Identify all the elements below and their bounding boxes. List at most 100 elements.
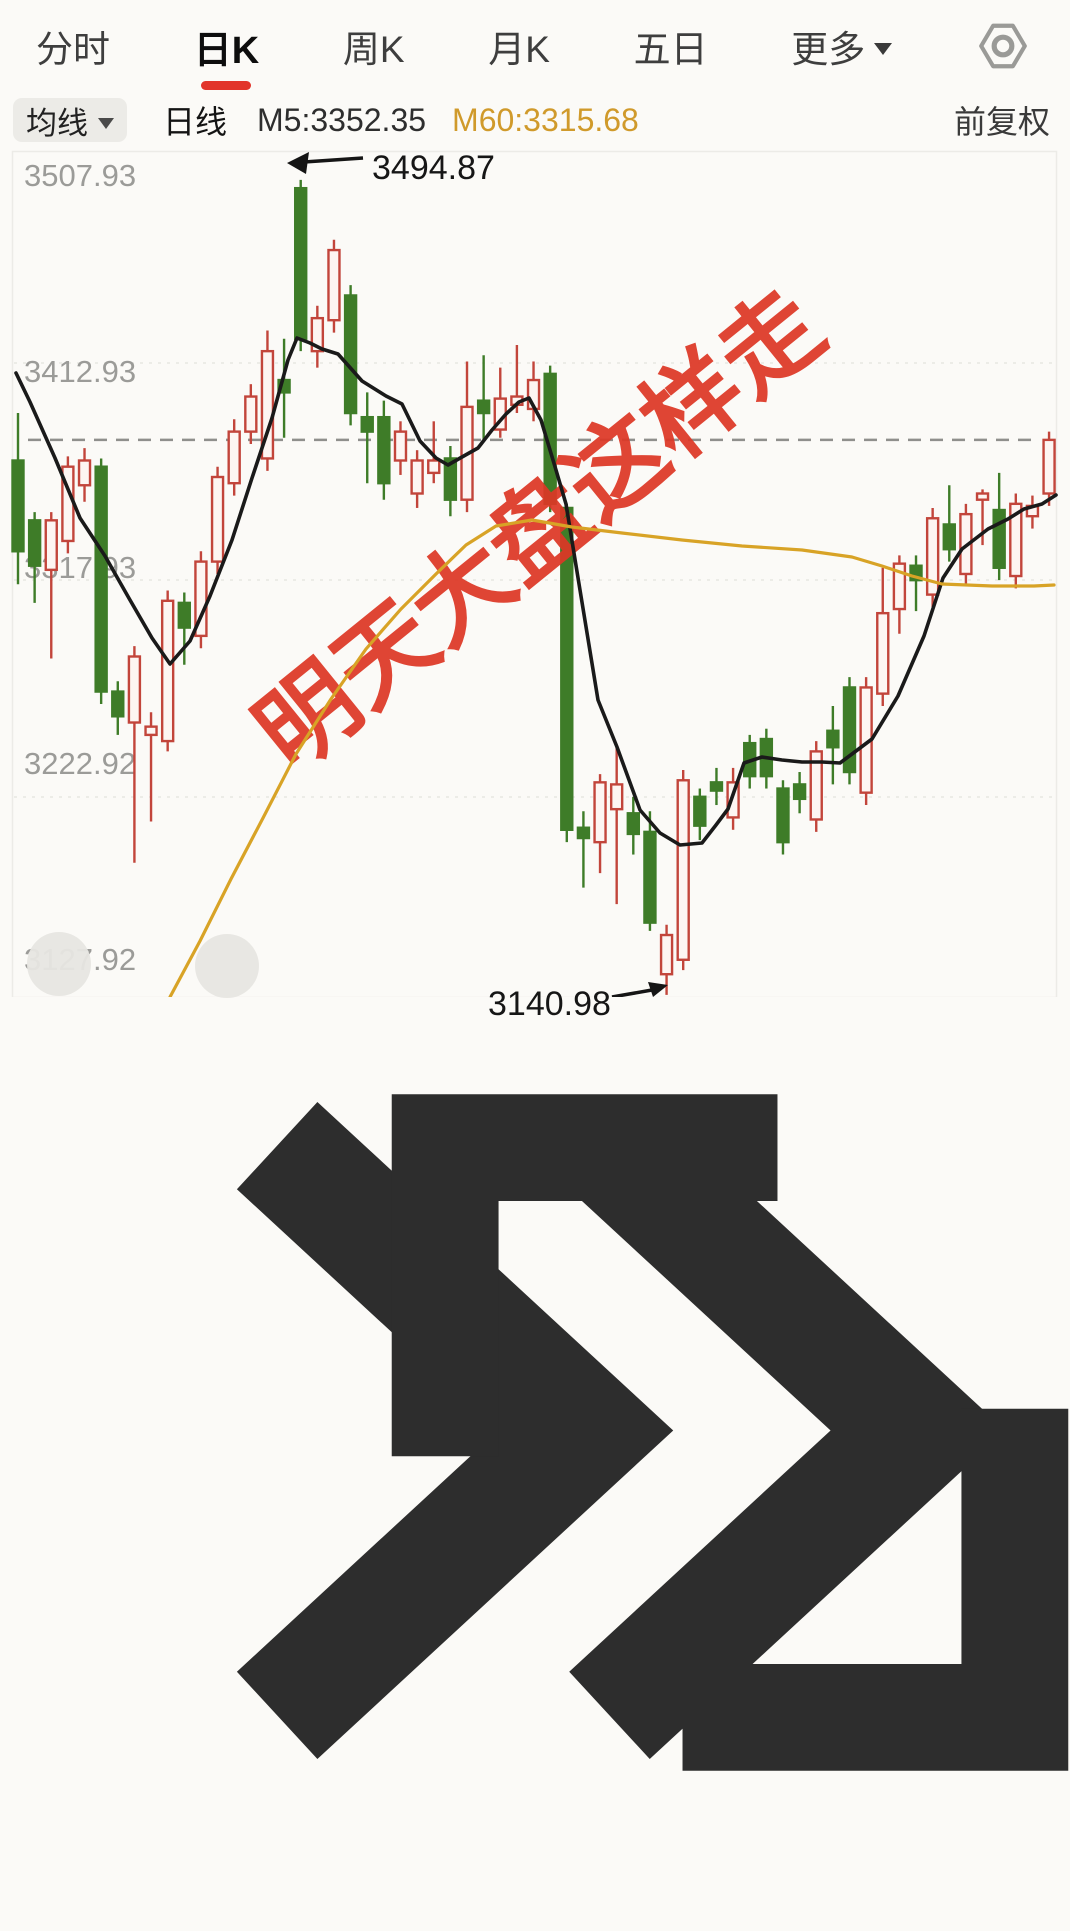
gear-icon: [979, 23, 1027, 69]
candle[interactable]: [94, 458, 108, 704]
candle[interactable]: [726, 767, 740, 830]
candle[interactable]: [310, 305, 325, 368]
candle[interactable]: [111, 681, 125, 735]
candle[interactable]: [526, 361, 541, 422]
candle-body: [1009, 502, 1023, 578]
candle[interactable]: [560, 503, 574, 843]
candle[interactable]: [543, 365, 557, 513]
candle[interactable]: [1025, 495, 1040, 529]
candle[interactable]: [842, 677, 857, 785]
candle[interactable]: [327, 239, 341, 333]
candle[interactable]: [510, 344, 524, 414]
ma-selector-label: 均线: [26, 105, 88, 141]
candle[interactable]: [260, 330, 275, 471]
candle-body: [576, 826, 591, 840]
candle[interactable]: [709, 767, 724, 806]
candle-body: [377, 415, 391, 485]
candle[interactable]: [1042, 431, 1056, 506]
candle[interactable]: [609, 745, 624, 905]
candle-body: [127, 655, 142, 724]
candle-body: [227, 430, 241, 485]
candle[interactable]: [227, 419, 241, 496]
candle[interactable]: [626, 796, 641, 855]
candle[interactable]: [576, 811, 591, 888]
candle[interactable]: [476, 355, 491, 442]
candle[interactable]: [1009, 493, 1023, 589]
candle[interactable]: [892, 555, 907, 634]
candle[interactable]: [127, 646, 142, 863]
candle[interactable]: [792, 772, 807, 814]
candle[interactable]: [44, 512, 58, 659]
candle[interactable]: [294, 179, 308, 352]
candle[interactable]: [360, 392, 374, 484]
tab-日K[interactable]: 日K: [194, 0, 259, 92]
peak-arrow-shaft: [303, 156, 364, 164]
candle[interactable]: [759, 728, 774, 789]
candle[interactable]: [393, 421, 408, 475]
candle-body: [460, 405, 474, 501]
candle[interactable]: [959, 503, 973, 587]
candle-body: [643, 830, 657, 924]
candle[interactable]: [277, 338, 291, 438]
peak-price-annotation: 3494.87: [372, 149, 495, 187]
candle[interactable]: [27, 512, 42, 603]
peak-arrow-head: [287, 152, 309, 174]
candle-body: [360, 415, 374, 433]
candle[interactable]: [776, 780, 790, 855]
candle-body: [160, 599, 175, 743]
candle[interactable]: [410, 450, 424, 508]
candle-body: [792, 783, 807, 801]
candle[interactable]: [377, 400, 391, 500]
y-axis-label: 3222.92: [24, 746, 136, 781]
candle[interactable]: [809, 741, 823, 832]
candle[interactable]: [343, 285, 358, 426]
candle-body: [393, 430, 408, 462]
candle-body: [876, 611, 890, 695]
tab-月K[interactable]: 月K: [488, 0, 550, 92]
candle[interactable]: [77, 448, 92, 502]
candle[interactable]: [244, 384, 258, 444]
fullscreen-button[interactable]: [195, 934, 1069, 1771]
candle[interactable]: [992, 472, 1006, 581]
ma-selector[interactable]: 均线: [13, 98, 127, 142]
candle-body: [759, 737, 774, 778]
tab-五日[interactable]: 五日: [634, 0, 708, 92]
collapse-panel-button[interactable]: [27, 932, 1006, 1759]
candle[interactable]: [925, 507, 940, 607]
adjust-mode-toggle[interactable]: 前复权: [953, 104, 1050, 140]
candle-body: [410, 459, 424, 495]
more-menu-button[interactable]: 更多: [791, 19, 893, 73]
candle[interactable]: [909, 555, 923, 612]
candle[interactable]: [427, 421, 441, 484]
candle[interactable]: [194, 551, 208, 649]
tab-分时[interactable]: 分时: [36, 0, 110, 92]
candle[interactable]: [160, 590, 175, 752]
candle[interactable]: [11, 413, 25, 585]
candle[interactable]: [210, 466, 225, 574]
candle[interactable]: [443, 446, 458, 517]
candle[interactable]: [460, 361, 474, 513]
candle-body: [892, 562, 907, 611]
y-axis-label: 3317.93: [24, 550, 136, 585]
candle[interactable]: [643, 811, 657, 931]
candle[interactable]: [942, 485, 956, 562]
candle[interactable]: [876, 567, 890, 707]
candle-body: [975, 492, 990, 501]
candle[interactable]: [61, 456, 75, 554]
candle-body: [343, 294, 358, 415]
candle[interactable]: [693, 788, 707, 841]
settings-button[interactable]: [976, 19, 1030, 73]
candle-body: [693, 795, 707, 827]
candle-body: [61, 465, 75, 543]
candle[interactable]: [743, 734, 757, 789]
candle[interactable]: [493, 367, 507, 438]
candle[interactable]: [826, 706, 840, 785]
candle[interactable]: [593, 774, 607, 874]
candle-body: [144, 725, 158, 737]
tab-周K[interactable]: 周K: [343, 0, 405, 92]
candle[interactable]: [859, 677, 873, 806]
candle-body: [992, 508, 1006, 569]
candle[interactable]: [177, 592, 192, 665]
candle[interactable]: [975, 489, 990, 546]
candle[interactable]: [144, 712, 158, 822]
